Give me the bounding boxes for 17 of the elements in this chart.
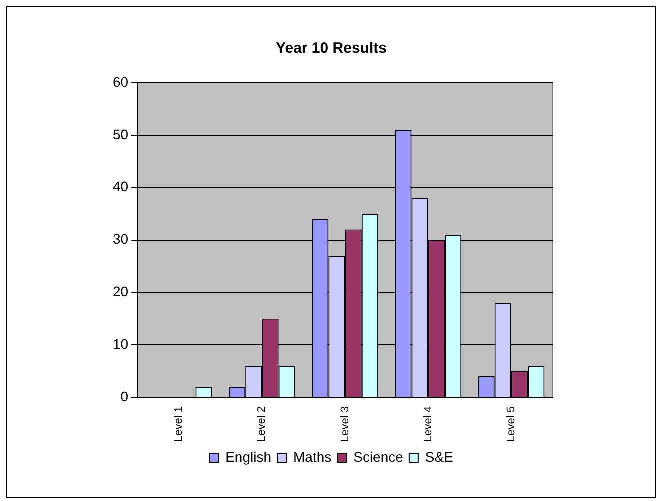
chart-title: Year 10 Results bbox=[276, 40, 387, 58]
legend-label: S&E bbox=[425, 448, 454, 465]
y-tick-label: 50 bbox=[112, 126, 129, 142]
x-tick-label: Level 5 bbox=[505, 406, 518, 442]
x-tick-label: Level 1 bbox=[173, 406, 186, 442]
y-tick-label: 20 bbox=[112, 284, 129, 300]
y-tick-label: 60 bbox=[112, 74, 129, 90]
y-tick-label: 30 bbox=[112, 231, 129, 248]
legend-label: Maths bbox=[293, 448, 332, 465]
legend-label: Science bbox=[354, 448, 404, 465]
x-tick-label: Level 4 bbox=[422, 406, 434, 442]
y-tick-label: 10 bbox=[112, 336, 129, 352]
x-tick-label: Level 2 bbox=[256, 406, 268, 442]
y-tick-label: 40 bbox=[112, 178, 129, 195]
x-tick-label: Level 3 bbox=[339, 406, 352, 442]
legend-label: English bbox=[226, 448, 272, 465]
y-tick-label: 0 bbox=[120, 388, 129, 404]
